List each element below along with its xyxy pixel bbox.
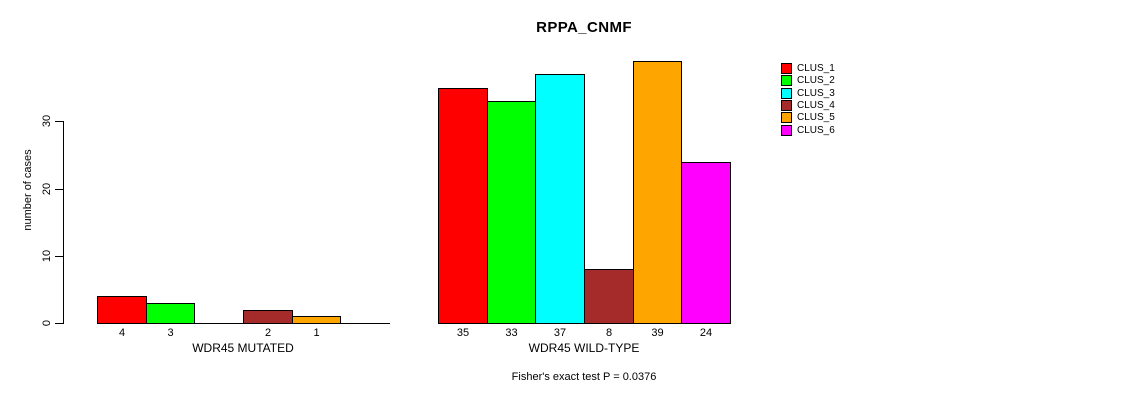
bar: [243, 310, 293, 324]
legend-swatch: [781, 112, 792, 123]
fisher-test-annotation: Fisher's exact test P = 0.0376: [511, 371, 657, 383]
bar: [487, 101, 536, 324]
bar-value-label: 3: [167, 327, 174, 339]
chart-title: RPPA_CNMF: [536, 19, 632, 36]
bar: [535, 74, 585, 324]
bar: [146, 303, 195, 324]
group-label-wildtype: WDR45 WILD-TYPE: [528, 341, 640, 355]
bar: [97, 296, 147, 324]
bar-value-label: 2: [264, 327, 272, 339]
bar: [633, 61, 682, 324]
bar-value-label: 1: [313, 327, 320, 339]
y-tick: [55, 121, 63, 122]
bar: [438, 88, 488, 324]
y-tick: [55, 189, 63, 190]
bar-value-label: 8: [605, 327, 613, 339]
bar-value-label: 35: [456, 327, 470, 339]
bar-value-label: 24: [699, 327, 713, 339]
bar: [584, 269, 634, 324]
zero-height-bar: [340, 323, 390, 324]
bar-value-label: 39: [651, 327, 664, 339]
legend-label: CLUS_1: [797, 63, 835, 74]
bar-value-label: 33: [505, 327, 518, 339]
legend-swatch: [781, 125, 792, 136]
bar-value-label: 4: [118, 327, 126, 339]
legend-label: CLUS_2: [797, 75, 835, 86]
legend-label: CLUS_4: [797, 100, 835, 111]
bar: [292, 316, 341, 324]
legend-label: CLUS_3: [797, 88, 835, 99]
y-tick-label: 0: [41, 319, 53, 327]
bar: [681, 162, 731, 324]
legend-swatch: [781, 75, 792, 86]
y-axis-line: [63, 121, 64, 324]
y-tick-label: 30: [41, 114, 53, 128]
y-tick-label: 20: [41, 182, 53, 196]
group-label-mutated: WDR45 MUTATED: [192, 341, 294, 355]
y-tick-label: 10: [41, 249, 53, 263]
legend-swatch: [781, 63, 792, 74]
legend-swatch: [781, 88, 792, 99]
legend-swatch: [781, 100, 792, 111]
zero-height-bar: [194, 323, 244, 324]
y-tick: [55, 256, 63, 257]
y-tick: [55, 323, 63, 324]
legend-label: CLUS_5: [797, 112, 835, 123]
y-axis-label: number of cases: [22, 149, 34, 231]
legend-label: CLUS_6: [797, 125, 835, 136]
bar-value-label: 37: [553, 327, 567, 339]
